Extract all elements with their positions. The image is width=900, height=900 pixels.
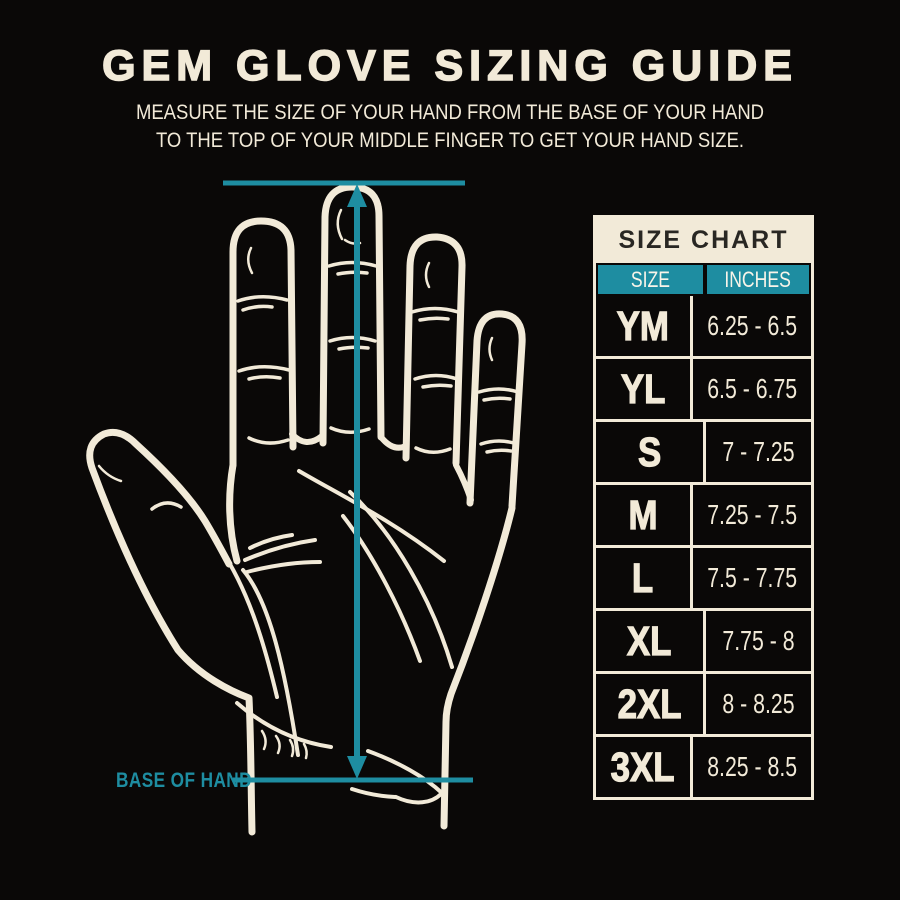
- inches-cell: 8.25 - 8.5: [692, 737, 811, 797]
- arrow-up-icon: [347, 184, 367, 207]
- finger-webbing: [289, 431, 474, 503]
- table-row: L 7.5 - 7.75: [596, 548, 811, 608]
- size-cell: YM: [596, 296, 690, 356]
- base-of-hand-label: BASE OF HAND: [116, 769, 252, 792]
- column-header-size: SIZE: [598, 265, 703, 294]
- wrist-creases: [235, 701, 444, 805]
- column-header-inches: INCHES: [707, 265, 809, 294]
- size-cell: L: [596, 548, 690, 608]
- table-row: 2XL 8 - 8.25: [596, 674, 811, 734]
- table-row: YM 6.25 - 6.5: [596, 296, 811, 356]
- inches-cell: 7.75 - 8: [706, 611, 811, 671]
- size-chart-title: SIZE CHART: [596, 218, 811, 263]
- finger-outlines: [86, 183, 526, 836]
- table-row: 3XL 8.25 - 8.5: [596, 737, 811, 797]
- size-cell: 3XL: [596, 737, 690, 797]
- inches-cell: 8 - 8.25: [706, 674, 811, 734]
- inches-cell: 7.5 - 7.75: [692, 548, 811, 608]
- size-cell: XL: [596, 611, 703, 671]
- page-subtitle: MEASURE THE SIZE OF YOUR HAND FROM THE B…: [54, 99, 846, 155]
- subtitle-line-1: MEASURE THE SIZE OF YOUR HAND FROM THE B…: [135, 101, 765, 124]
- size-cell: S: [596, 422, 703, 482]
- table-row: M 7.25 - 7.5: [596, 485, 811, 545]
- arrow-down-icon: [347, 756, 367, 779]
- inches-cell: 6.25 - 6.5: [692, 296, 811, 356]
- palm-creases: [218, 469, 454, 757]
- size-cell: 2XL: [596, 674, 703, 734]
- size-cell: YL: [596, 359, 690, 419]
- table-row: YL 6.5 - 6.75: [596, 359, 811, 419]
- size-cell: M: [596, 485, 690, 545]
- table-row: XL 7.75 - 8: [596, 611, 811, 671]
- inches-cell: 7.25 - 7.5: [692, 485, 811, 545]
- table-row: S 7 - 7.25: [596, 422, 811, 482]
- finger-creases: [150, 260, 520, 511]
- inches-cell: 6.5 - 6.75: [692, 359, 811, 419]
- measurement-marks: [223, 180, 473, 783]
- size-chart-rows: YM 6.25 - 6.5 YL 6.5 - 6.75 S 7 - 7.25: [596, 296, 811, 797]
- thenar-hatches: [260, 729, 308, 760]
- size-chart: SIZE CHART SIZE INCHES YM 6.25 - 6.5 YL …: [593, 215, 814, 800]
- size-chart-column-headers: SIZE INCHES: [596, 263, 811, 296]
- inches-cell: 7 - 7.25: [706, 422, 811, 482]
- subtitle-line-2: TO THE TOP OF YOUR MIDDLE FINGER TO GET …: [155, 129, 745, 152]
- page-title: GEM GLOVE SIZING GUIDE: [101, 41, 798, 91]
